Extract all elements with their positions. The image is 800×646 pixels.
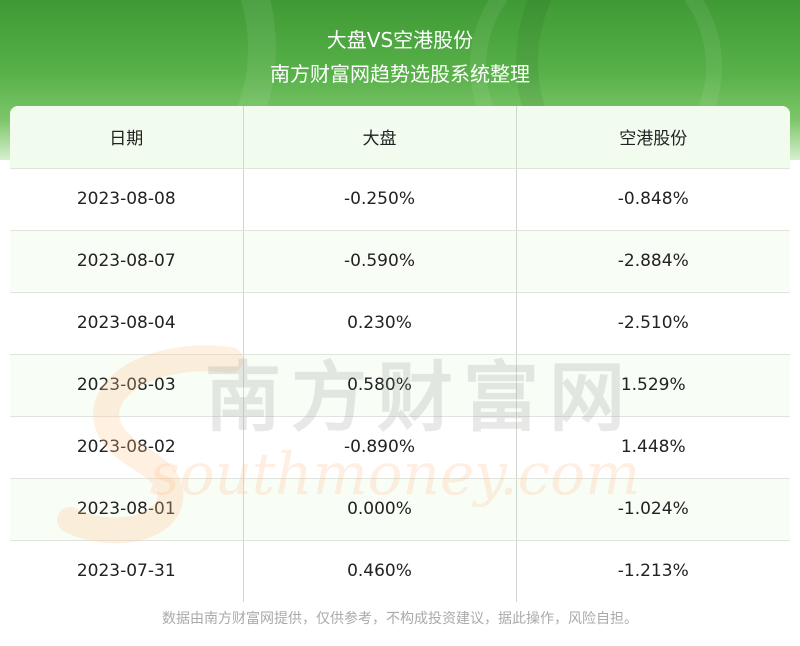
- market-change-cell: 0.580%: [243, 354, 517, 417]
- date-cell: 2023-08-07: [10, 230, 244, 293]
- table-row: 2023-08-04 0.230% -2.510%: [10, 292, 790, 355]
- column-header-stock: 空港股份: [516, 106, 790, 169]
- table-row: 2023-08-07 -0.590% -2.884%: [10, 230, 790, 293]
- date-cell: 2023-08-02: [10, 416, 244, 479]
- stock-change-cell: -2.510%: [516, 292, 790, 355]
- market-change-cell: 0.230%: [243, 292, 517, 355]
- column-header-market: 大盘: [243, 106, 517, 169]
- market-change-cell: -0.890%: [243, 416, 517, 479]
- table-row: 2023-07-31 0.460% -1.213%: [10, 540, 790, 602]
- comparison-table-container: 日期 大盘 空港股份 2023-08-08 -0.250% -0.848% 20…: [10, 106, 790, 602]
- market-change-cell: -0.250%: [243, 168, 517, 231]
- disclaimer-footer: 数据由南方财富网提供，仅供参考，不构成投资建议，据此操作，风险自担。: [162, 611, 638, 627]
- date-cell: 2023-08-01: [10, 478, 244, 541]
- date-cell: 2023-08-03: [10, 354, 244, 417]
- stock-change-cell: 1.529%: [516, 354, 790, 417]
- market-change-cell: 0.000%: [243, 478, 517, 541]
- date-cell: 2023-07-31: [10, 540, 244, 602]
- stock-change-cell: -2.884%: [516, 230, 790, 293]
- table-row: 2023-08-03 0.580% 1.529%: [10, 354, 790, 417]
- table-row: 2023-08-01 0.000% -1.024%: [10, 478, 790, 541]
- page-title: 大盘VS空港股份: [326, 28, 474, 52]
- market-change-cell: -0.590%: [243, 230, 517, 293]
- stock-change-cell: 1.448%: [516, 416, 790, 479]
- table-row: 2023-08-02 -0.890% 1.448%: [10, 416, 790, 479]
- market-change-cell: 0.460%: [243, 540, 517, 602]
- table-header-row: 日期 大盘 空港股份: [10, 106, 790, 169]
- table-row: 2023-08-08 -0.250% -0.848%: [10, 168, 790, 231]
- column-header-date: 日期: [10, 106, 244, 169]
- comparison-table: 日期 大盘 空港股份 2023-08-08 -0.250% -0.848% 20…: [10, 106, 790, 602]
- stock-change-cell: -1.024%: [516, 478, 790, 541]
- date-cell: 2023-08-04: [10, 292, 244, 355]
- stock-change-cell: -0.848%: [516, 168, 790, 231]
- date-cell: 2023-08-08: [10, 168, 244, 231]
- page-subtitle: 南方财富网趋势选股系统整理: [270, 62, 530, 86]
- stock-change-cell: -1.213%: [516, 540, 790, 602]
